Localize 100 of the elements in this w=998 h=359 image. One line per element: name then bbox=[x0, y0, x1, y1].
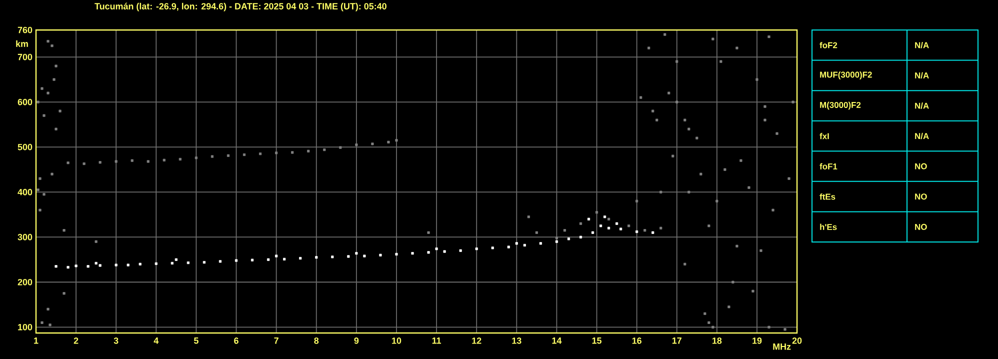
point bbox=[515, 242, 518, 245]
point bbox=[331, 256, 334, 258]
point bbox=[379, 254, 382, 256]
x-tick-label: 16 bbox=[632, 338, 642, 344]
y-tick-label: 500 bbox=[18, 144, 32, 150]
point bbox=[178, 158, 182, 161]
point bbox=[636, 230, 638, 233]
y-tick-label: 200 bbox=[18, 278, 32, 286]
point bbox=[507, 246, 510, 248]
point bbox=[539, 242, 542, 245]
y-tick-label: 300 bbox=[18, 234, 32, 240]
point bbox=[615, 222, 618, 225]
point bbox=[491, 246, 494, 250]
x-tick-label: 14 bbox=[552, 338, 562, 344]
point bbox=[459, 249, 462, 252]
point bbox=[387, 140, 390, 144]
point bbox=[194, 156, 198, 160]
point bbox=[523, 244, 526, 247]
y-tick-label: 600 bbox=[18, 98, 32, 106]
point bbox=[603, 216, 606, 218]
point bbox=[210, 155, 214, 158]
x-tick-label: 19 bbox=[752, 338, 762, 344]
x-tick-label: 20 bbox=[792, 338, 802, 344]
point bbox=[652, 231, 654, 234]
point bbox=[567, 238, 570, 240]
text: NO bbox=[915, 194, 927, 200]
x-tick-label: 8 bbox=[314, 338, 319, 344]
x-tick-label: 2 bbox=[74, 338, 78, 344]
point bbox=[66, 266, 70, 269]
x-tick-label: 7 bbox=[274, 338, 278, 344]
point bbox=[54, 265, 58, 268]
point bbox=[443, 250, 446, 253]
x-tick-label: 17 bbox=[672, 338, 682, 344]
point bbox=[607, 226, 610, 230]
category-label: h'Es bbox=[820, 224, 837, 230]
point bbox=[114, 160, 118, 163]
point bbox=[427, 251, 430, 254]
point bbox=[259, 152, 262, 156]
point bbox=[275, 254, 278, 258]
y-axis-title: km bbox=[16, 40, 28, 47]
point bbox=[275, 152, 278, 154]
point bbox=[138, 262, 142, 266]
point bbox=[154, 262, 158, 265]
x-axis-title: MHz bbox=[773, 344, 791, 350]
point bbox=[323, 148, 326, 152]
x-tick-label: 5 bbox=[194, 338, 198, 344]
category-label: MUF(3000)F2 bbox=[820, 71, 872, 80]
point bbox=[234, 259, 238, 262]
point bbox=[98, 264, 102, 267]
point bbox=[395, 252, 398, 256]
text: NO bbox=[915, 163, 927, 170]
point bbox=[291, 151, 294, 154]
y-tick-label: 700 bbox=[18, 54, 32, 60]
y-tick-label: 400 bbox=[18, 188, 32, 196]
point bbox=[86, 265, 90, 268]
text: NO bbox=[915, 224, 927, 230]
category-label: fxI bbox=[820, 132, 829, 140]
point bbox=[411, 252, 414, 255]
y-tick-label: 100 bbox=[18, 324, 32, 330]
point bbox=[82, 162, 86, 166]
point bbox=[146, 160, 150, 163]
point bbox=[475, 248, 478, 250]
point bbox=[170, 262, 174, 265]
x-tick-label: 18 bbox=[712, 338, 722, 344]
point bbox=[347, 255, 350, 258]
point bbox=[591, 231, 594, 234]
point bbox=[130, 159, 134, 162]
text: N/A bbox=[915, 132, 929, 140]
point bbox=[395, 139, 398, 142]
x-tick-label: 1 bbox=[34, 338, 38, 344]
text: N/A bbox=[915, 102, 929, 109]
point bbox=[283, 258, 286, 260]
point bbox=[267, 258, 270, 261]
x-tick-label: 12 bbox=[472, 338, 482, 344]
point bbox=[435, 248, 438, 250]
point bbox=[186, 261, 190, 264]
x-tick-label: 4 bbox=[154, 338, 159, 344]
point bbox=[587, 218, 590, 220]
point bbox=[555, 240, 558, 243]
x-tick-label: 15 bbox=[592, 338, 602, 344]
x-tick-label: 3 bbox=[114, 338, 118, 344]
point bbox=[226, 154, 230, 157]
point bbox=[315, 256, 318, 259]
point bbox=[619, 228, 622, 230]
category-label: M(3000)F2 bbox=[820, 102, 861, 110]
point bbox=[363, 254, 366, 258]
point bbox=[162, 158, 166, 162]
chart-title: Tucumán (lat: -26.9, lon: 294.6) - DATE: 2025 04 03 - TIME (UT): 05:40 bbox=[94, 2, 386, 12]
point bbox=[94, 262, 98, 265]
text: N/A bbox=[915, 72, 929, 79]
point bbox=[599, 224, 602, 228]
point bbox=[355, 252, 358, 255]
point bbox=[339, 146, 342, 149]
point bbox=[114, 264, 118, 266]
point bbox=[371, 142, 374, 146]
point bbox=[98, 161, 102, 164]
x-tick-label: 13 bbox=[512, 338, 522, 344]
point bbox=[126, 264, 130, 266]
point bbox=[218, 260, 222, 263]
x-tick-label: 10 bbox=[392, 338, 402, 344]
